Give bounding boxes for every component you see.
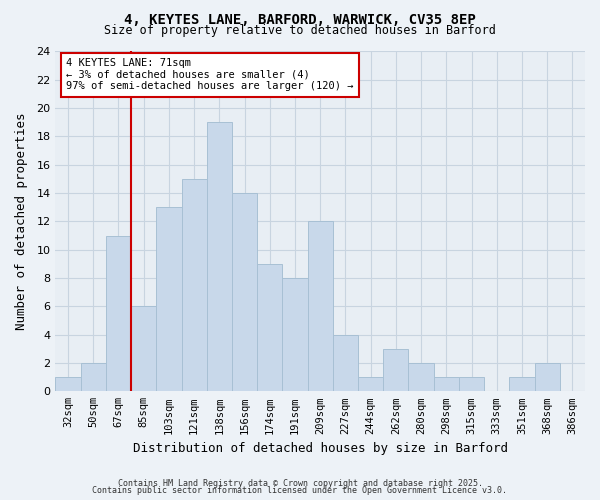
Text: Contains HM Land Registry data © Crown copyright and database right 2025.: Contains HM Land Registry data © Crown c… xyxy=(118,478,482,488)
Y-axis label: Number of detached properties: Number of detached properties xyxy=(15,112,28,330)
Bar xyxy=(409,363,434,392)
Bar xyxy=(383,349,409,392)
Bar xyxy=(157,207,182,392)
Bar xyxy=(106,236,131,392)
Text: Size of property relative to detached houses in Barford: Size of property relative to detached ho… xyxy=(104,24,496,37)
Bar xyxy=(509,377,535,392)
Bar xyxy=(535,363,560,392)
Bar xyxy=(308,222,333,392)
Bar xyxy=(55,377,80,392)
Bar xyxy=(257,264,283,392)
Text: 4, KEYTES LANE, BARFORD, WARWICK, CV35 8EP: 4, KEYTES LANE, BARFORD, WARWICK, CV35 8… xyxy=(124,12,476,26)
Bar xyxy=(283,278,308,392)
Bar xyxy=(232,193,257,392)
Text: Contains public sector information licensed under the Open Government Licence v3: Contains public sector information licen… xyxy=(92,486,508,495)
Bar xyxy=(80,363,106,392)
Bar xyxy=(358,377,383,392)
X-axis label: Distribution of detached houses by size in Barford: Distribution of detached houses by size … xyxy=(133,442,508,455)
Bar xyxy=(459,377,484,392)
Bar xyxy=(434,377,459,392)
Bar xyxy=(207,122,232,392)
Text: 4 KEYTES LANE: 71sqm
← 3% of detached houses are smaller (4)
97% of semi-detache: 4 KEYTES LANE: 71sqm ← 3% of detached ho… xyxy=(66,58,353,92)
Bar xyxy=(131,306,157,392)
Bar xyxy=(182,179,207,392)
Bar xyxy=(333,334,358,392)
